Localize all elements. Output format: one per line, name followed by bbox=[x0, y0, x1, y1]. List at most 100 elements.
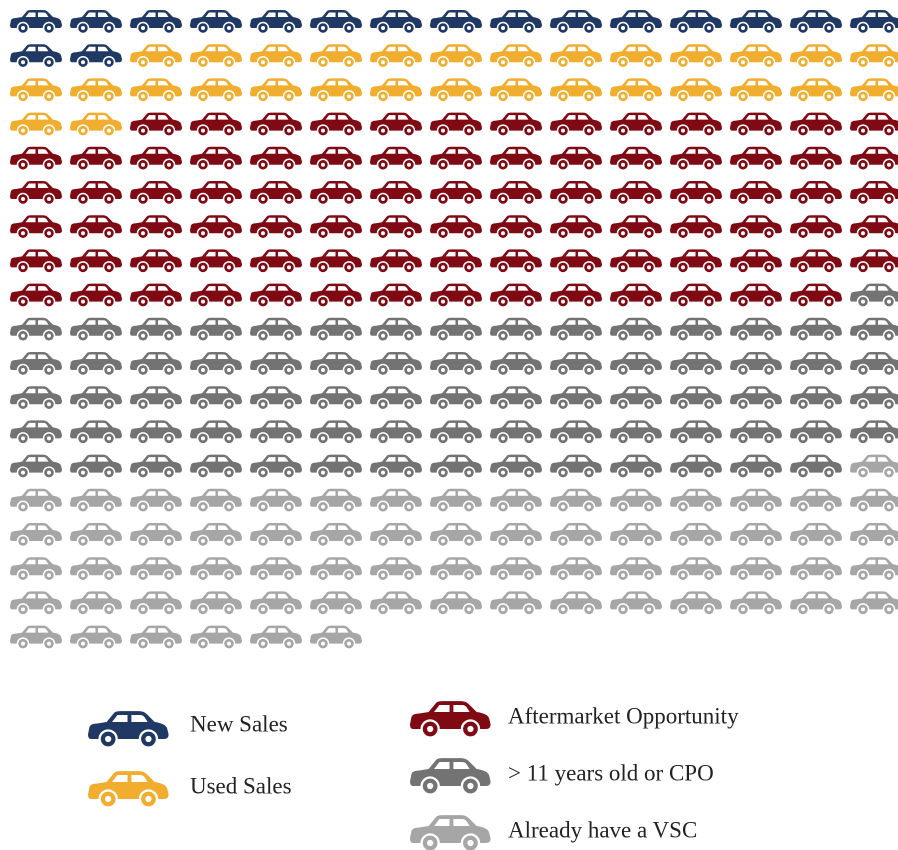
car-icon bbox=[9, 248, 63, 274]
car-icon bbox=[609, 214, 663, 240]
car-icon bbox=[9, 351, 63, 377]
car-icon bbox=[549, 453, 603, 479]
car-icon bbox=[309, 146, 363, 172]
car-icon bbox=[9, 590, 63, 616]
car-icon bbox=[609, 43, 663, 69]
car-icon bbox=[369, 385, 423, 411]
car-icon bbox=[609, 590, 663, 616]
car-icon bbox=[69, 180, 123, 206]
car-icon bbox=[729, 214, 783, 240]
car-icon bbox=[129, 9, 183, 35]
legend-icon bbox=[86, 709, 170, 749]
car-icon bbox=[129, 556, 183, 582]
car-icon bbox=[369, 214, 423, 240]
car-icon bbox=[549, 590, 603, 616]
car-icon bbox=[549, 146, 603, 172]
car-icon bbox=[129, 317, 183, 343]
car-icon bbox=[729, 146, 783, 172]
car-icon bbox=[609, 146, 663, 172]
car-icon bbox=[9, 180, 63, 206]
car-icon bbox=[429, 248, 483, 274]
car-icon bbox=[729, 111, 783, 137]
car-icon bbox=[849, 214, 898, 240]
car-icon bbox=[729, 385, 783, 411]
car-icon bbox=[129, 590, 183, 616]
car-icon bbox=[369, 453, 423, 479]
car-icon bbox=[129, 180, 183, 206]
car-icon bbox=[9, 317, 63, 343]
car-icon bbox=[309, 43, 363, 69]
car-icon bbox=[489, 111, 543, 137]
car-icon bbox=[609, 77, 663, 103]
car-icon bbox=[669, 317, 723, 343]
car-icon bbox=[729, 488, 783, 514]
car-icon bbox=[729, 453, 783, 479]
car-icon bbox=[729, 556, 783, 582]
car-icon bbox=[609, 180, 663, 206]
car-icon bbox=[369, 590, 423, 616]
car-icon bbox=[789, 282, 843, 308]
car-icon bbox=[609, 351, 663, 377]
car-icon bbox=[549, 111, 603, 137]
car-icon bbox=[189, 43, 243, 69]
car-icon bbox=[729, 419, 783, 445]
car-icon bbox=[429, 9, 483, 35]
car-icon bbox=[369, 556, 423, 582]
car-icon bbox=[489, 282, 543, 308]
car-icon bbox=[789, 77, 843, 103]
car-icon bbox=[369, 522, 423, 548]
legend-label: Aftermarket Opportunity bbox=[508, 703, 739, 728]
car-icon bbox=[669, 146, 723, 172]
car-icon bbox=[849, 453, 898, 479]
car-icon bbox=[549, 522, 603, 548]
car-icon bbox=[249, 180, 303, 206]
car-icon bbox=[729, 180, 783, 206]
car-icon bbox=[309, 624, 363, 650]
car-icon bbox=[249, 146, 303, 172]
car-icon bbox=[189, 146, 243, 172]
car-icon bbox=[69, 282, 123, 308]
car-icon bbox=[129, 111, 183, 137]
car-icon bbox=[729, 522, 783, 548]
car-icon bbox=[609, 522, 663, 548]
car-icon bbox=[309, 282, 363, 308]
car-icon bbox=[309, 351, 363, 377]
car-icon bbox=[489, 556, 543, 582]
car-icon bbox=[249, 214, 303, 240]
car-icon bbox=[369, 248, 423, 274]
car-icon bbox=[309, 385, 363, 411]
car-icon bbox=[549, 419, 603, 445]
car-icon bbox=[549, 317, 603, 343]
car-icon bbox=[129, 419, 183, 445]
car-icon bbox=[429, 43, 483, 69]
car-icon bbox=[429, 214, 483, 240]
car-icon bbox=[489, 453, 543, 479]
legend-icon bbox=[408, 699, 492, 739]
car-icon bbox=[69, 9, 123, 35]
car-icon bbox=[9, 282, 63, 308]
car-icon bbox=[849, 488, 898, 514]
car-icon bbox=[789, 214, 843, 240]
car-icon bbox=[729, 351, 783, 377]
car-icon bbox=[129, 453, 183, 479]
car-icon bbox=[69, 453, 123, 479]
car-icon bbox=[309, 111, 363, 137]
car-icon bbox=[849, 522, 898, 548]
car-icon bbox=[849, 180, 898, 206]
car-icon bbox=[609, 488, 663, 514]
car-icon bbox=[489, 77, 543, 103]
car-icon bbox=[669, 385, 723, 411]
car-icon bbox=[849, 43, 898, 69]
car-icon bbox=[9, 522, 63, 548]
car-icon bbox=[549, 9, 603, 35]
car-icon bbox=[309, 453, 363, 479]
car-icon bbox=[9, 214, 63, 240]
car-icon bbox=[549, 351, 603, 377]
car-icon bbox=[549, 180, 603, 206]
car-icon bbox=[9, 419, 63, 445]
car-icon bbox=[249, 624, 303, 650]
car-icon bbox=[669, 214, 723, 240]
car-icon bbox=[669, 590, 723, 616]
car-icon bbox=[669, 180, 723, 206]
